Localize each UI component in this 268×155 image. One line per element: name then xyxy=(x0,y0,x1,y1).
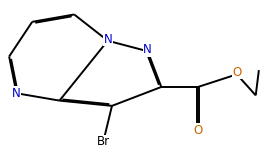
Text: N: N xyxy=(143,43,152,56)
Text: O: O xyxy=(193,124,203,137)
Text: N: N xyxy=(12,87,20,100)
Text: N: N xyxy=(103,33,112,46)
Text: Br: Br xyxy=(97,135,110,148)
Text: O: O xyxy=(232,66,241,79)
